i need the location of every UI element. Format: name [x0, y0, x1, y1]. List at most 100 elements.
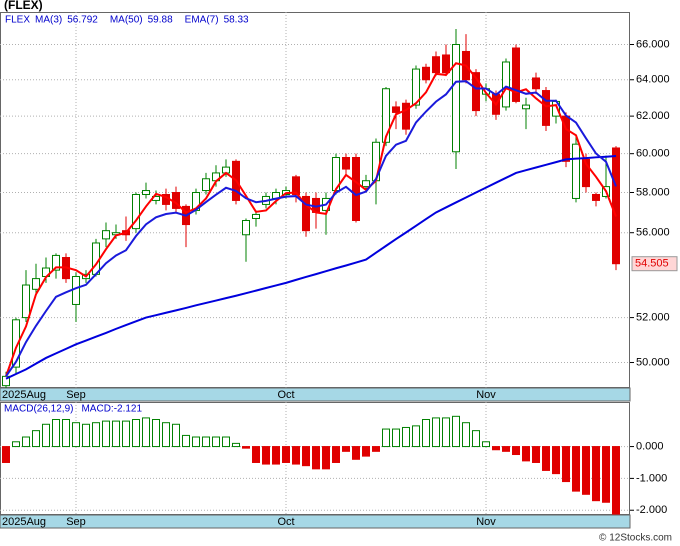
macd-bar [592, 446, 600, 502]
candle-body [12, 319, 20, 368]
macd-bar [362, 446, 370, 457]
x-tick-label: Sep [66, 389, 86, 401]
macd-bar [422, 419, 430, 448]
y-tick-label: 0.000 [636, 440, 664, 452]
macd-bar [462, 422, 470, 448]
candle-body [442, 54, 450, 74]
macd-bar [352, 446, 360, 460]
macd-bar [62, 419, 70, 448]
macd-bar [112, 420, 120, 448]
macd-bar [492, 446, 500, 451]
legend-value: 59.88 [148, 15, 173, 26]
macd-bar [372, 446, 380, 452]
macd-bar [472, 430, 480, 448]
macd-bar [142, 417, 150, 448]
y-tick-label: 50.000 [636, 356, 670, 368]
macd-bar [202, 436, 210, 448]
date-strip [0, 387, 631, 402]
candle-body [592, 193, 600, 201]
watermark: © 12Stocks.com [599, 533, 672, 544]
y-tick-label: 64.000 [636, 74, 670, 86]
candle-body [612, 147, 620, 265]
macd-bar [572, 446, 580, 492]
macd-bar [152, 419, 160, 448]
y-tick-label: 52.000 [636, 312, 670, 324]
macd-bar [332, 446, 340, 463]
x-tick-label: Nov [476, 516, 496, 528]
chart-title: (FLEX) [4, 0, 43, 12]
x-tick-label: Oct [277, 516, 294, 528]
candle-body [422, 66, 430, 81]
macd-bar [262, 446, 270, 465]
legend-value: 56.792 [67, 15, 98, 26]
candle-body [542, 90, 550, 126]
legend-name: EMA(7) [185, 15, 219, 26]
macd-bar [212, 436, 220, 448]
x-tick-label: 2025Aug [2, 516, 46, 528]
candle-body [582, 158, 590, 188]
candle-body [412, 68, 420, 106]
macd-bar [612, 446, 620, 515]
macd-bar [222, 436, 230, 448]
legend-name: MA(3) [35, 15, 62, 26]
macd-bar [562, 446, 570, 483]
candle-body [342, 157, 350, 170]
macd-bar [272, 446, 280, 465]
macd-bar [192, 436, 200, 448]
macd-bar [442, 417, 450, 448]
candle-body [532, 77, 540, 90]
candle-body [102, 230, 110, 240]
candle-body [142, 190, 150, 195]
legend-value: 58.33 [224, 15, 249, 26]
macd-bar [412, 425, 420, 448]
macd-bar [292, 446, 300, 465]
macd-bar [322, 446, 330, 470]
last-price-box [631, 256, 678, 272]
candle-body [132, 193, 140, 230]
y-tick-label: 66.000 [636, 38, 670, 50]
candle-body [472, 72, 480, 112]
legend-name: MA(50) [110, 15, 143, 26]
y-tick-label: -2.000 [636, 504, 667, 516]
macd-bar [432, 417, 440, 448]
macd-bar [512, 446, 520, 456]
macd-bar [552, 446, 560, 475]
series-line [5, 80, 617, 377]
last-price-label: 54.505 [635, 258, 669, 270]
macd-annotation: MACD:-2.121 [81, 404, 142, 415]
y-tick-label: 56.000 [636, 227, 670, 239]
x-tick-label: Sep [66, 516, 86, 528]
candle-body [502, 61, 510, 108]
candle-body [392, 106, 400, 113]
candle-body [402, 102, 410, 130]
macd-bar [312, 446, 320, 470]
macd-bar [92, 422, 100, 448]
macd-bar [132, 419, 140, 448]
candle-body [452, 44, 460, 153]
x-tick-label: Oct [277, 389, 294, 401]
macd-bar [32, 430, 40, 448]
candle-body [92, 242, 100, 275]
macd-bar [102, 420, 110, 448]
macd-bar [282, 446, 290, 463]
candle-body [572, 143, 580, 199]
legend-ticker: FLEX [5, 15, 30, 26]
candle-body [292, 176, 300, 195]
macd-bar [72, 422, 80, 448]
candle-body [522, 104, 530, 110]
candle-body [242, 220, 250, 236]
macd-bar [582, 446, 590, 495]
candle-body [252, 213, 260, 219]
y-tick-label: 62.000 [636, 110, 670, 122]
macd-bar [82, 423, 90, 448]
macd-bar [42, 423, 50, 448]
macd-bar [2, 446, 10, 463]
series-line [5, 62, 617, 377]
candle-body [382, 88, 390, 143]
macd-bar [452, 415, 460, 448]
macd-bar [22, 436, 30, 448]
y-tick-label: -1.000 [636, 472, 667, 484]
macd-bar [242, 446, 250, 449]
candle-body [352, 157, 360, 222]
